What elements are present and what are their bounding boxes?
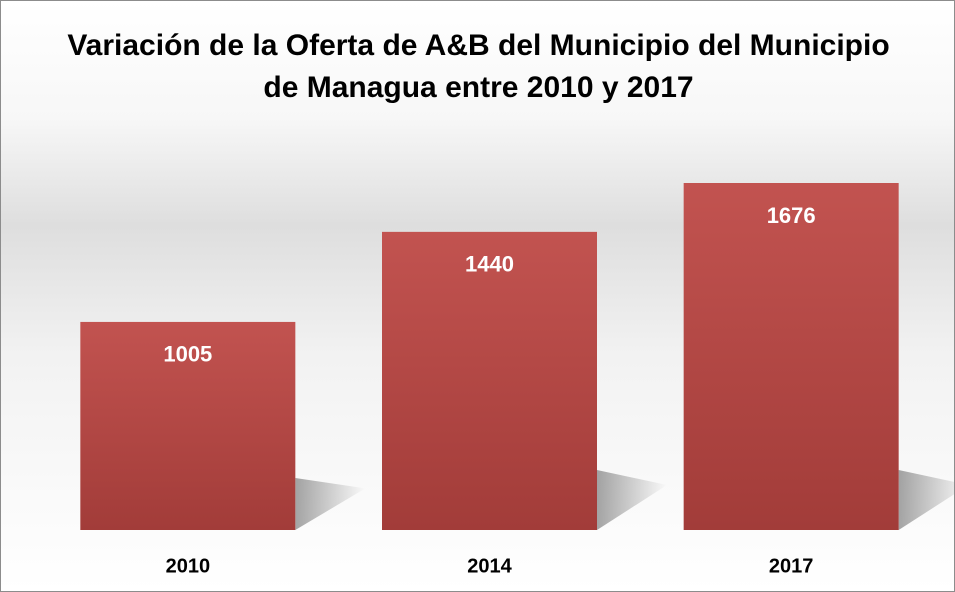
- bar: [683, 183, 899, 530]
- data-label: 1676: [767, 203, 816, 228]
- chart-title: Variación de la Oferta de A&B del Munici…: [67, 29, 890, 104]
- bar: [80, 321, 296, 530]
- bar-shadow: [597, 470, 667, 530]
- bar-shadow: [295, 477, 366, 530]
- data-label: 1005: [163, 342, 212, 367]
- x-tick-label: 2010: [166, 555, 211, 577]
- bar-shadow: [898, 470, 954, 530]
- data-label: 1440: [465, 252, 514, 277]
- x-tick-label: 2017: [769, 555, 814, 577]
- x-tick-label: 2014: [467, 555, 512, 577]
- bar: [382, 231, 597, 530]
